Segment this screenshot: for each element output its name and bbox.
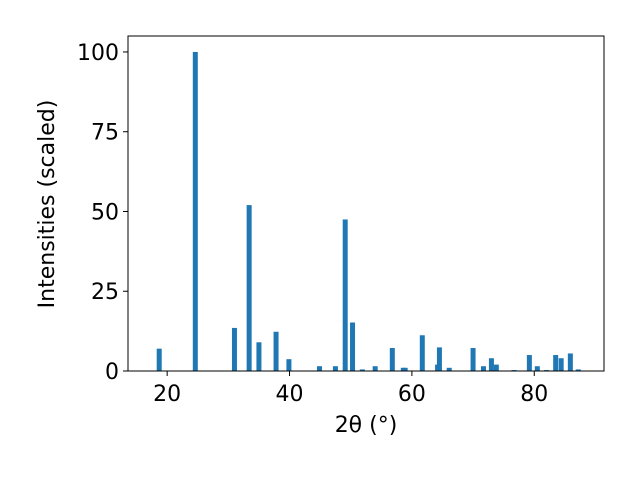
bar xyxy=(286,359,292,371)
bar xyxy=(575,369,581,371)
bar xyxy=(470,348,476,371)
x-tick-label: 20 xyxy=(153,382,181,407)
bar xyxy=(156,348,162,371)
bar xyxy=(488,358,494,371)
x-tick-label: 80 xyxy=(520,382,548,407)
bar xyxy=(332,366,338,371)
bar xyxy=(389,348,395,371)
bar xyxy=(567,353,573,371)
y-tick-label: 100 xyxy=(77,41,119,66)
x-axis-label: 2θ (°) xyxy=(335,413,398,438)
bar xyxy=(419,335,425,371)
bar xyxy=(246,205,252,371)
x-tick-label: 60 xyxy=(398,382,426,407)
bar xyxy=(558,358,564,371)
y-tick-label: 0 xyxy=(105,360,119,385)
x-tick-label: 40 xyxy=(276,382,304,407)
bar xyxy=(526,355,532,371)
bar xyxy=(273,331,279,371)
y-tick-label: 25 xyxy=(91,280,119,305)
bar xyxy=(359,369,365,371)
bar xyxy=(402,367,408,371)
bar xyxy=(372,366,378,371)
y-tick-label: 50 xyxy=(91,200,119,225)
bar xyxy=(350,322,356,371)
bar xyxy=(446,367,452,371)
bar xyxy=(436,347,442,371)
bar xyxy=(231,327,237,371)
bar xyxy=(192,51,198,371)
bar xyxy=(317,366,323,371)
bar xyxy=(256,342,262,371)
y-tick-label: 75 xyxy=(91,121,119,146)
bar xyxy=(493,364,499,371)
y-axis-label: Intensities (scaled) xyxy=(35,100,60,309)
bar xyxy=(553,355,559,371)
bar xyxy=(480,366,486,371)
bar xyxy=(534,366,540,371)
bar xyxy=(342,219,348,371)
plot-frame xyxy=(127,35,605,372)
